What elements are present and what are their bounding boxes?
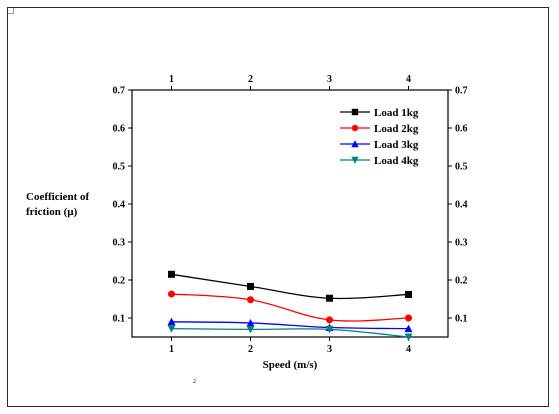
- y-axis-title-line-1: Coefficient of: [26, 191, 90, 203]
- data-point: [167, 317, 176, 326]
- y-tick-label-left: 0.3: [113, 238, 126, 249]
- x-tick-label-top: 3: [327, 74, 332, 85]
- corner-mark: [8, 8, 14, 14]
- data-point: [404, 333, 413, 341]
- legend-marker: [351, 140, 359, 148]
- data-point: [404, 324, 413, 333]
- legend-marker: [351, 124, 359, 132]
- data-point: [326, 294, 333, 302]
- x-tick-label-bottom: 4: [406, 344, 411, 355]
- data-point: [405, 314, 412, 322]
- y-tick-label-right: 0.2: [455, 276, 468, 287]
- y-tick-label-right: 0.6: [455, 124, 468, 135]
- legend-label: Load 4kg: [374, 155, 419, 167]
- series-line: [171, 293, 409, 322]
- data-point: [168, 270, 175, 278]
- data-point: [246, 325, 255, 334]
- y-tick-label-right: 0.3: [455, 238, 468, 249]
- x-axis-title: Speed (m/s): [263, 359, 318, 371]
- data-point: [247, 282, 254, 290]
- plot-area-frame: [131, 89, 449, 338]
- series-line: [171, 327, 409, 338]
- x-tick-label-top: 2: [248, 74, 253, 85]
- x-tick-label-top: 1: [169, 74, 174, 85]
- x-tick-label-bottom: 1: [169, 344, 174, 355]
- y-tick-label-right: 0.7: [455, 86, 468, 97]
- data-point: [326, 316, 333, 324]
- legend-marker: [351, 108, 359, 116]
- y-tick-label-left: 0.6: [113, 124, 126, 135]
- y-tick-label-left: 0.5: [113, 162, 126, 173]
- series-line: [171, 273, 409, 300]
- figure-frame: [7, 7, 549, 407]
- legend-label: Load 1kg: [374, 107, 419, 119]
- data-point: [168, 290, 175, 298]
- y-tick-label-right: 0.4: [455, 200, 468, 211]
- y-tick-label-left: 0.1: [113, 314, 126, 325]
- y-tick-label-left: 0.4: [113, 200, 126, 211]
- legend-label: Load 3kg: [374, 139, 419, 151]
- y-tick-label-left: 0.7: [113, 86, 126, 97]
- series-line: [171, 321, 409, 330]
- data-point: [247, 296, 254, 304]
- data-point: [325, 325, 334, 334]
- y-tick-label-left: 0.2: [113, 276, 126, 287]
- x-tick-label-bottom: 2: [248, 344, 253, 355]
- data-point: [167, 325, 176, 333]
- legend-marker: [351, 156, 359, 164]
- x-tick-label-bottom: 3: [327, 344, 332, 355]
- y-axis-title-line-2: friction (µ): [26, 206, 78, 218]
- y-tick-label-right: 0.1: [455, 314, 468, 325]
- legend-label: Load 2kg: [374, 123, 419, 135]
- x-tick-label-top: 4: [406, 74, 411, 85]
- y-axis-title: Coefficient of friction (µ): [26, 190, 136, 220]
- y-tick-label-right: 0.5: [455, 162, 468, 173]
- data-point: [405, 290, 412, 298]
- data-point: [246, 318, 255, 327]
- footnote-marker: 2: [193, 379, 196, 385]
